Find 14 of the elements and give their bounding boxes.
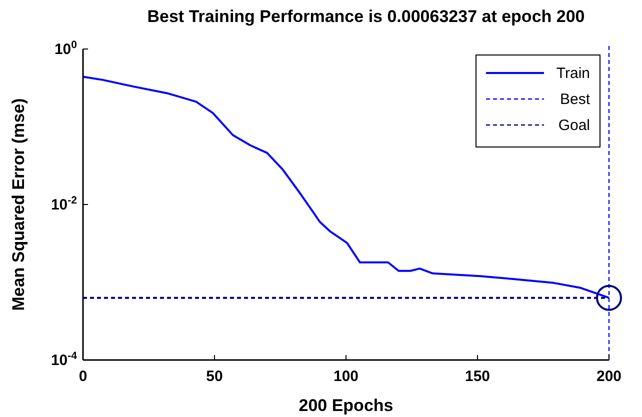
x-tick-label: 100 bbox=[333, 368, 359, 385]
legend-label: Goal bbox=[558, 117, 590, 134]
legend-label: Train bbox=[556, 65, 590, 82]
x-tick-label: 150 bbox=[464, 368, 490, 385]
x-tick-label: 200 bbox=[596, 368, 622, 385]
y-tick-label: 10$^{0}$ bbox=[54, 39, 78, 58]
y-tick-label: 10$^{-4}$ bbox=[50, 350, 78, 369]
y-tick-label: 10$^{-2}$ bbox=[50, 194, 78, 214]
y-axis-title: Mean Squared Error (mse) bbox=[9, 98, 28, 311]
x-tick-label: 0 bbox=[78, 368, 88, 385]
chart-title: Best Training Performance is 0.00063237 at epoch 200 bbox=[147, 7, 585, 26]
x-axis-title: 200 Epochs bbox=[298, 396, 394, 415]
ref-line-label: Best bbox=[560, 91, 591, 108]
x-tick-label: 50 bbox=[206, 368, 223, 385]
